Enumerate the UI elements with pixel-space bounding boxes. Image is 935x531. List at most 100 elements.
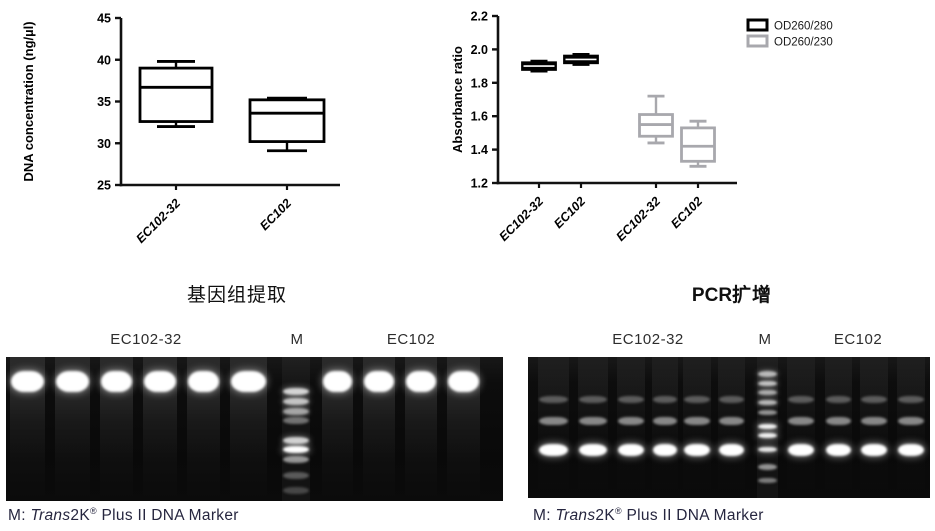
gel-lane-sample	[897, 357, 925, 498]
box-iqr	[248, 98, 326, 143]
marker-band	[758, 399, 777, 406]
gel-lane-sample	[617, 357, 645, 498]
dna-band	[653, 395, 677, 403]
legend: OD260/280 OD260/230	[746, 18, 833, 49]
dna-band	[684, 395, 710, 403]
lane-label-ec102-32-right: EC102-32	[612, 331, 684, 348]
x-category-label: EC102	[257, 196, 294, 233]
gel-lane-sample	[787, 357, 815, 498]
dna-band	[323, 370, 352, 393]
gel-pcr-amplification	[528, 357, 930, 498]
x-category-label: EC102-32	[496, 194, 546, 244]
dna-band	[719, 443, 744, 456]
legend-label: OD260/280	[774, 21, 833, 33]
lane-label-ec102-right: EC102	[833, 331, 883, 348]
dna-band	[144, 370, 176, 393]
gel-lane-sample	[322, 357, 353, 501]
dna-band	[788, 443, 814, 456]
box-plot-EC102-32: EC102-32	[133, 60, 214, 246]
y-tick-label: 2.2	[471, 10, 488, 24]
dna-band	[898, 416, 924, 426]
marker-band	[758, 389, 777, 396]
caption-trans: Trans	[30, 507, 71, 525]
marker-band	[758, 371, 777, 377]
marker-band	[758, 423, 777, 430]
section-title-genomic-extraction: 基因组提取	[187, 280, 287, 307]
dna-band	[861, 395, 887, 403]
box-plot-EC102-32: EC102-32	[613, 94, 674, 244]
gel-lane-sample	[230, 357, 267, 501]
caption-tail: Plus II DNA Marker	[621, 507, 764, 525]
gel-lane-sample	[405, 357, 437, 501]
dna-concentration-box-chart: 25 30 35 40 45 DNA concentration (ng/µl) EC102…	[21, 12, 340, 246]
dna-band	[618, 443, 644, 456]
caption-registered-icon: ®	[89, 506, 97, 516]
dna-band	[788, 395, 814, 403]
dna-band	[406, 370, 436, 393]
y-tick-label: 25	[97, 179, 111, 193]
dna-band	[719, 395, 744, 403]
y-tick-label: 1.2	[471, 177, 488, 191]
y-tick-label: 1.8	[471, 76, 488, 90]
box-iqr	[138, 66, 214, 123]
marker-band	[283, 437, 309, 445]
legend-label: OD260/230	[774, 37, 833, 49]
marker-band	[283, 456, 309, 464]
dna-band	[826, 443, 851, 456]
box-plot-EC102: EC102	[551, 53, 599, 231]
caption-registered-icon: ®	[614, 506, 622, 516]
dna-band	[826, 395, 851, 403]
box-plot-EC102: EC102	[668, 119, 716, 231]
lane-label-ec102-left: EC102	[386, 331, 436, 348]
section-title-pcr-amplification: PCR扩增	[692, 280, 772, 307]
lane-label-ec102-32-left: EC102-32	[110, 331, 182, 348]
marker-band	[283, 407, 309, 415]
x-category-label: EC102	[551, 194, 588, 231]
box-plot-EC102: EC102	[248, 96, 326, 233]
marker-band	[283, 398, 309, 406]
gel-lane-sample	[538, 357, 569, 498]
dna-band	[539, 416, 568, 426]
dna-band	[579, 416, 607, 426]
dna-band	[448, 370, 479, 393]
marker-band	[758, 432, 777, 439]
legend-swatch-icon	[746, 34, 769, 48]
section-title-text: 扩增	[732, 285, 773, 306]
dna-band	[861, 443, 887, 456]
dna-band	[898, 443, 924, 456]
y-axis-label: DNA concentration (ng/µl)	[21, 21, 36, 181]
dna-band	[653, 443, 677, 456]
caption-trans: Trans	[555, 507, 596, 525]
axes: 25 30 35 40 45	[97, 12, 340, 193]
dna-band	[101, 370, 132, 393]
dna-band	[579, 443, 607, 456]
gel-genomic-extraction	[6, 357, 503, 501]
lane-label-marker-left: M	[290, 331, 304, 348]
y-tick-label: 1.6	[471, 110, 488, 124]
dna-band	[539, 395, 568, 403]
gel-lane-marker	[282, 357, 310, 501]
dna-band	[684, 443, 710, 456]
gel-lane-sample	[578, 357, 608, 498]
y-tick-label: 35	[97, 95, 111, 109]
y-tick-label: 40	[97, 53, 111, 67]
marker-band	[758, 464, 777, 470]
section-title-bold: PCR	[691, 285, 733, 306]
box-plot-EC102-32: EC102-32	[496, 59, 557, 244]
marker-band	[758, 380, 777, 387]
gel-lane-sample	[860, 357, 888, 498]
gel-lane-sample	[100, 357, 133, 501]
marker-band	[758, 446, 777, 453]
y-tick-label: 1.4	[471, 143, 488, 157]
gel-lane-sample	[55, 357, 90, 501]
marker-band	[283, 486, 309, 494]
dna-band	[719, 416, 744, 426]
dna-band	[539, 443, 568, 456]
y-tick-label: 45	[97, 12, 111, 26]
dna-band	[11, 370, 44, 393]
lane-label-marker-right: M	[758, 331, 772, 348]
caption-2k: 2K	[595, 507, 615, 525]
gel-lane-sample	[10, 357, 45, 501]
x-category-label: EC102	[668, 194, 705, 231]
